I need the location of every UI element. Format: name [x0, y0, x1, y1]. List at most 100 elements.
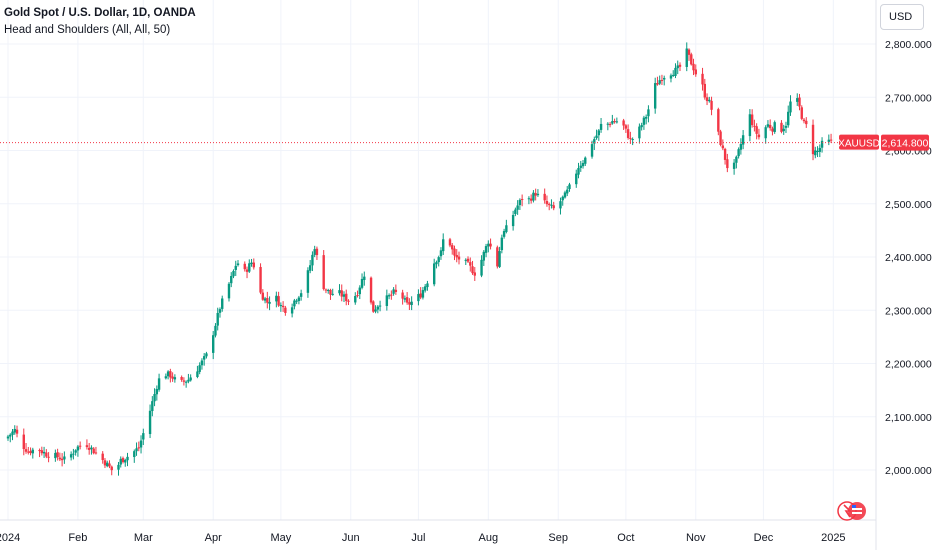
candle-body	[403, 298, 407, 300]
candle-body	[502, 231, 506, 237]
candle-body	[171, 376, 174, 379]
candle-body	[473, 272, 476, 276]
price-tag-text: 2,614.800	[882, 138, 929, 150]
candles	[6, 42, 833, 476]
y-tick-label: 2,500.000	[885, 199, 932, 211]
candle-body	[385, 295, 389, 306]
candle-body	[464, 259, 467, 261]
candle-body	[527, 198, 531, 200]
candle-body	[342, 294, 346, 297]
candle-body	[644, 116, 648, 119]
x-tick-label: Feb	[68, 532, 87, 544]
candle-body	[511, 214, 515, 227]
candle-body	[60, 458, 64, 461]
candle-body	[608, 124, 612, 126]
candle-body	[315, 248, 319, 256]
x-tick-label: Dec	[754, 532, 774, 544]
candle-body	[784, 125, 788, 128]
candle-body	[189, 377, 192, 381]
flag-icon[interactable]	[837, 500, 867, 522]
candle-body	[423, 286, 427, 291]
candle-body	[516, 205, 519, 210]
candle-body	[101, 453, 104, 461]
candle-body	[401, 292, 404, 299]
candle-body	[550, 204, 553, 206]
candle-body	[500, 237, 504, 251]
candle-body	[94, 452, 98, 454]
candle-body	[261, 292, 265, 300]
candle-body	[514, 209, 517, 215]
candle-body	[124, 459, 127, 463]
candle-body	[678, 64, 682, 67]
y-tick-label: 2,700.000	[885, 92, 932, 104]
candle-body	[768, 124, 772, 129]
candle-body	[347, 300, 350, 302]
candle-body	[354, 296, 357, 303]
candle-body	[29, 450, 32, 454]
candle-body	[266, 298, 269, 303]
candle-body	[629, 137, 632, 139]
candle-body	[766, 124, 770, 127]
y-tick-label: 2,400.000	[885, 252, 932, 264]
candle-body	[408, 302, 411, 305]
candle-body	[234, 265, 237, 270]
candle-body	[214, 325, 217, 336]
candle-body	[103, 460, 107, 466]
candle-body	[27, 451, 30, 453]
candle-body	[155, 389, 159, 395]
candle-body	[561, 196, 564, 201]
candle-body	[611, 121, 614, 124]
candle-body	[534, 193, 537, 196]
candle-body	[615, 121, 619, 123]
candle-body	[545, 201, 549, 205]
candle-body	[345, 293, 348, 302]
currency-button[interactable]: USD	[880, 4, 924, 30]
candle-body	[581, 163, 585, 167]
candle-body	[69, 454, 73, 458]
candle-body	[216, 312, 219, 326]
candle-body	[76, 446, 80, 451]
candle-body	[568, 184, 571, 190]
candle-body	[487, 243, 490, 247]
candle-body	[358, 287, 361, 295]
candle-body	[313, 249, 316, 255]
candle-body	[281, 305, 285, 308]
x-tick-label: 2024	[0, 532, 20, 544]
candle-body	[640, 125, 643, 128]
candle-body	[279, 305, 283, 307]
candle-body	[42, 451, 46, 454]
candle-body	[685, 48, 688, 67]
candle-body	[22, 434, 25, 450]
candle-body	[653, 83, 657, 109]
grid-lines	[0, 0, 876, 520]
candle-body	[439, 250, 443, 257]
candle-body	[717, 109, 720, 132]
candle-body	[324, 289, 328, 291]
candle-body	[236, 263, 240, 266]
price-tag-bg	[881, 134, 929, 151]
candle-body	[656, 83, 659, 85]
last-price-tag: XAUUSD 2,614.800	[838, 134, 929, 151]
candle-body	[327, 290, 330, 292]
indicator-label[interactable]: Head and Shoulders (All, All, 50)	[4, 24, 171, 36]
candle-body	[723, 148, 727, 160]
candle-body	[721, 145, 725, 149]
chart-title: Gold Spot / U.S. Dollar, 1D, OANDA	[4, 7, 196, 19]
candle-body	[753, 125, 756, 127]
candle-body	[735, 156, 738, 163]
candle-body	[110, 466, 113, 471]
x-tick-label: Nov	[686, 532, 706, 544]
candle-body	[818, 147, 821, 152]
candle-body	[827, 139, 831, 142]
candle-body	[92, 448, 95, 454]
y-tick-label: 2,100.000	[885, 412, 932, 424]
candle-body	[121, 458, 125, 463]
candle-body	[532, 192, 535, 201]
candle-body	[157, 378, 161, 390]
candle-body	[771, 128, 774, 132]
candle-body	[306, 270, 310, 293]
candle-body	[692, 63, 695, 71]
candle-body	[372, 301, 375, 312]
